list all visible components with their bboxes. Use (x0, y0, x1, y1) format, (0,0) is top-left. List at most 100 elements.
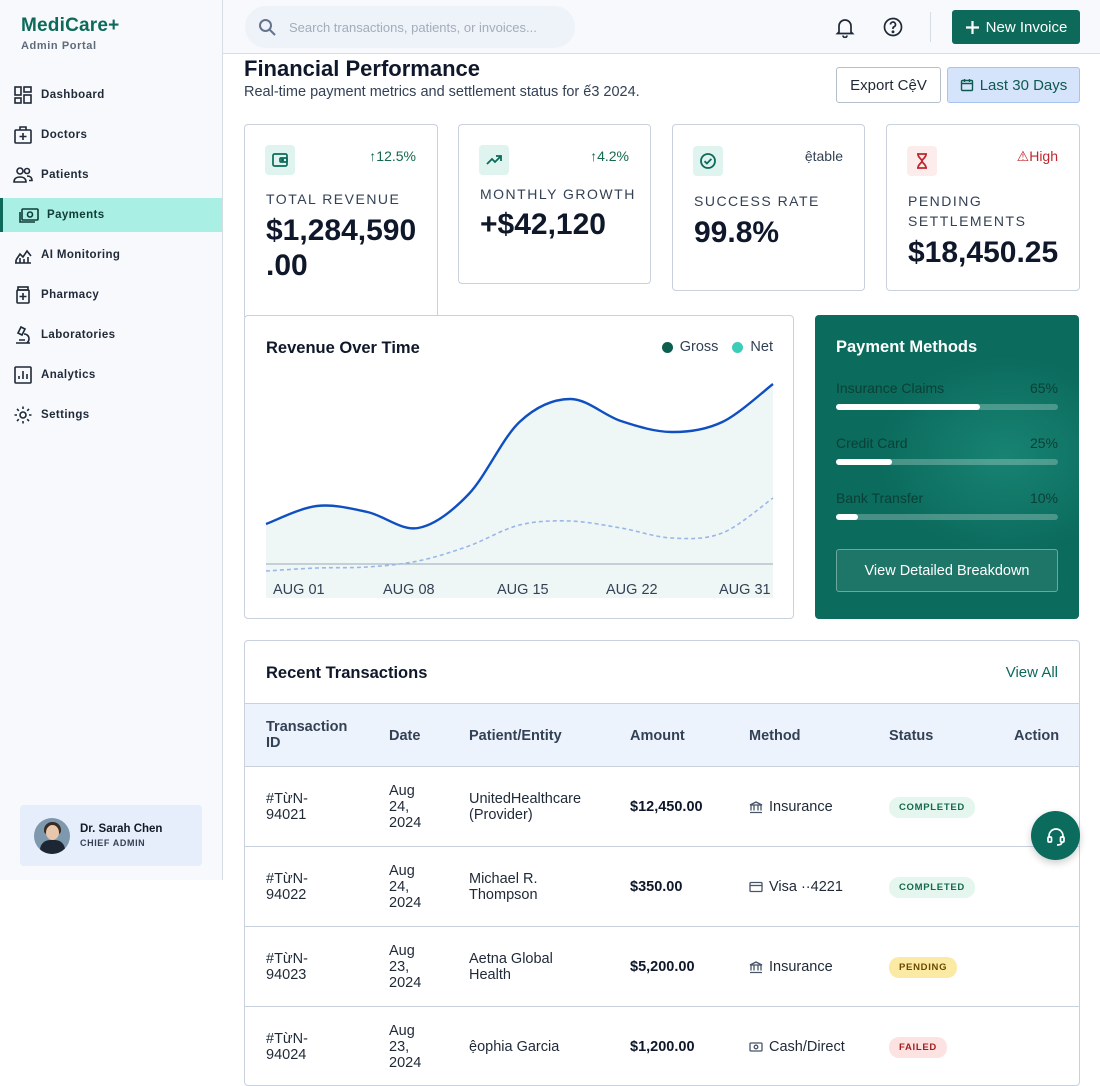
analytics-icon (14, 366, 32, 384)
kpi-value-line: $1,284,590 (266, 214, 417, 247)
column-header-method[interactable]: Method (749, 728, 801, 744)
search-icon (259, 19, 276, 36)
sidebar-item-doctors[interactable]: Doctors (0, 118, 222, 152)
legend-item-net[interactable]: Net (732, 339, 773, 355)
help-icon (883, 17, 903, 37)
sidebar: MediCare+ Admin Portal Dashboard Doctors… (0, 0, 223, 880)
sidebar-item-dashboard[interactable]: Dashboard (0, 78, 222, 112)
table-row[interactable]: #TừN- 94022 Aug 24, 2024 Michael R. Thompson… (245, 847, 1079, 927)
x-tick-label: AUG 15 (497, 582, 549, 598)
table-row[interactable]: #TừN- 94024 Aug 23, 2024 ệophia Garcia $1,2… (245, 1007, 1079, 1085)
transaction-date: Aug 23, 2024 (389, 1023, 422, 1071)
new-invoice-button[interactable]: New Invoice (952, 10, 1080, 44)
export-csv-button[interactable]: Export CệV (836, 67, 941, 103)
chart-legend: Gross Net (648, 339, 773, 355)
kpi-value: $1,284,590 .00 (266, 213, 416, 283)
x-tick-label: AUG 01 (273, 582, 325, 598)
view-breakdown-button[interactable]: View Detailed Breakdown (836, 549, 1058, 592)
check-circle-icon (693, 146, 723, 176)
column-header-line: ID (266, 735, 281, 751)
transaction-method: Insurance (749, 959, 833, 975)
user-role: CHIEF ADMIN (80, 838, 146, 848)
monitoring-icon (15, 249, 32, 264)
payment-method-label: Bank Transfer (836, 490, 924, 506)
kpi-value-line: .00 (266, 249, 308, 282)
search-bar[interactable] (245, 6, 575, 48)
column-header-amount[interactable]: Amount (630, 728, 685, 744)
sidebar-item-settings[interactable]: Settings (0, 398, 222, 432)
kpi-value: 99.8% (694, 216, 780, 249)
transaction-method-label: Insurance (769, 799, 833, 815)
sidebar-item-label: AI Monitoring (41, 249, 121, 261)
kpi-label: TOTAL REVENUE (266, 191, 401, 207)
recent-transactions-card: Recent Transactions View All Transaction… (244, 640, 1080, 1086)
sidebar-item-pharmacy[interactable]: Pharmacy (0, 278, 222, 312)
sidebar-item-laboratories[interactable]: Laboratories (0, 318, 222, 352)
transaction-patient: UnitedHealthcare (Provider) (469, 791, 582, 823)
transaction-amount: $350.00 (630, 879, 683, 895)
support-chat-button[interactable] (1031, 811, 1080, 860)
kpi-success-rate: ệtable SUCCESS RATE 99.8% (672, 124, 865, 291)
wallet-icon (265, 145, 295, 175)
user-profile-card[interactable]: Dr. Sarah Chen CHIEF ADMIN (20, 805, 202, 866)
column-header-status[interactable]: Status (889, 728, 934, 744)
kpi-label-line: PENDING (908, 193, 983, 209)
kpi-label: MONTHLY GROWTH (480, 186, 636, 202)
transaction-id: #TừN- 94024 (266, 1031, 308, 1063)
plus-icon (965, 20, 979, 34)
sidebar-item-ai-monitoring[interactable]: AI Monitoring (0, 238, 222, 272)
table-row[interactable]: #TừN- 94021 Aug 24, 2024 UnitedHealthcare (P… (245, 767, 1079, 847)
sidebar-item-label: Laboratories (41, 329, 116, 341)
transaction-date: Aug 23, 2024 (389, 943, 422, 991)
transaction-method: Insurance (749, 799, 833, 815)
bank-icon (749, 801, 763, 814)
transaction-patient: Michael R. Thompson (469, 871, 538, 903)
avatar (34, 817, 70, 854)
status-badge: FAILED (889, 1037, 947, 1058)
payment-methods-title: Payment Methods (836, 338, 978, 356)
revenue-chart: AUG 01 AUG 08 AUG 15 AUG 22 AUG 31 (265, 383, 774, 598)
payment-method-percent: 10% (1029, 490, 1058, 506)
notifications-button[interactable] (832, 14, 858, 40)
headset-icon (1046, 827, 1065, 846)
transaction-amount: $1,200.00 (630, 1039, 695, 1055)
date-range-button[interactable]: Last 30 Days (947, 67, 1080, 103)
search-input[interactable] (289, 19, 549, 35)
column-header-date[interactable]: Date (389, 728, 421, 744)
view-all-link[interactable]: View All (1005, 664, 1058, 681)
sidebar-item-analytics[interactable]: Analytics (0, 358, 222, 392)
transaction-id: #TừN- 94023 (266, 951, 308, 983)
transaction-id: #TừN- 94022 (266, 871, 308, 903)
kpi-trend: ↑4.2% (590, 148, 629, 164)
sidebar-item-label: Pharmacy (41, 289, 100, 301)
credit-card-icon (749, 881, 763, 893)
cash-icon (749, 1042, 763, 1052)
brand[interactable]: MediCare+ Admin Portal (21, 15, 119, 52)
topbar-divider (930, 12, 931, 42)
help-button[interactable] (880, 14, 906, 40)
user-name: Dr. Sarah Chen (80, 823, 163, 835)
x-tick-label: AUG 31 (719, 582, 771, 598)
legend-item-gross[interactable]: Gross (661, 339, 718, 355)
column-header-patient[interactable]: Patient/Entity (469, 728, 562, 744)
transaction-patient: Aetna Global Health (469, 951, 553, 983)
payment-method-label: Insurance Claims (836, 380, 945, 396)
gross-series-line (265, 383, 774, 530)
hourglass-icon (907, 146, 937, 176)
sidebar-item-payments[interactable]: Payments (0, 198, 222, 232)
x-tick-label: AUG 08 (383, 582, 435, 598)
transaction-patient: ệophia Garcia (469, 1039, 560, 1055)
payment-method-percent: 25% (1029, 435, 1058, 451)
revenue-chart-card: Revenue Over Time Gross Net AUG 01 AUG 08… (244, 315, 794, 619)
legend-label: Net (750, 339, 773, 355)
sidebar-item-patients[interactable]: Patients (0, 158, 222, 192)
status-badge: PENDING (889, 957, 958, 978)
table-row[interactable]: #TừN- 94023 Aug 23, 2024 Aetna Global Health… (245, 927, 1079, 1007)
column-header-id[interactable]: Transaction ID (266, 719, 347, 751)
users-icon (13, 167, 33, 183)
sidebar-item-label: Settings (41, 409, 90, 421)
transaction-method-label: Cash/Direct (769, 1039, 845, 1055)
column-header-action: Action (1014, 728, 1060, 744)
transaction-method-label: Visa ··4221 (769, 879, 843, 895)
calendar-icon (960, 79, 973, 92)
